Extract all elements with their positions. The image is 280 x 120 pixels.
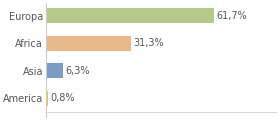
- Bar: [46, 91, 48, 106]
- Bar: [46, 63, 63, 78]
- Bar: [46, 36, 131, 51]
- Text: 31,3%: 31,3%: [133, 38, 164, 48]
- Bar: [46, 8, 214, 23]
- Text: 0,8%: 0,8%: [50, 93, 75, 103]
- Text: 61,7%: 61,7%: [216, 11, 247, 21]
- Text: 6,3%: 6,3%: [65, 66, 90, 76]
